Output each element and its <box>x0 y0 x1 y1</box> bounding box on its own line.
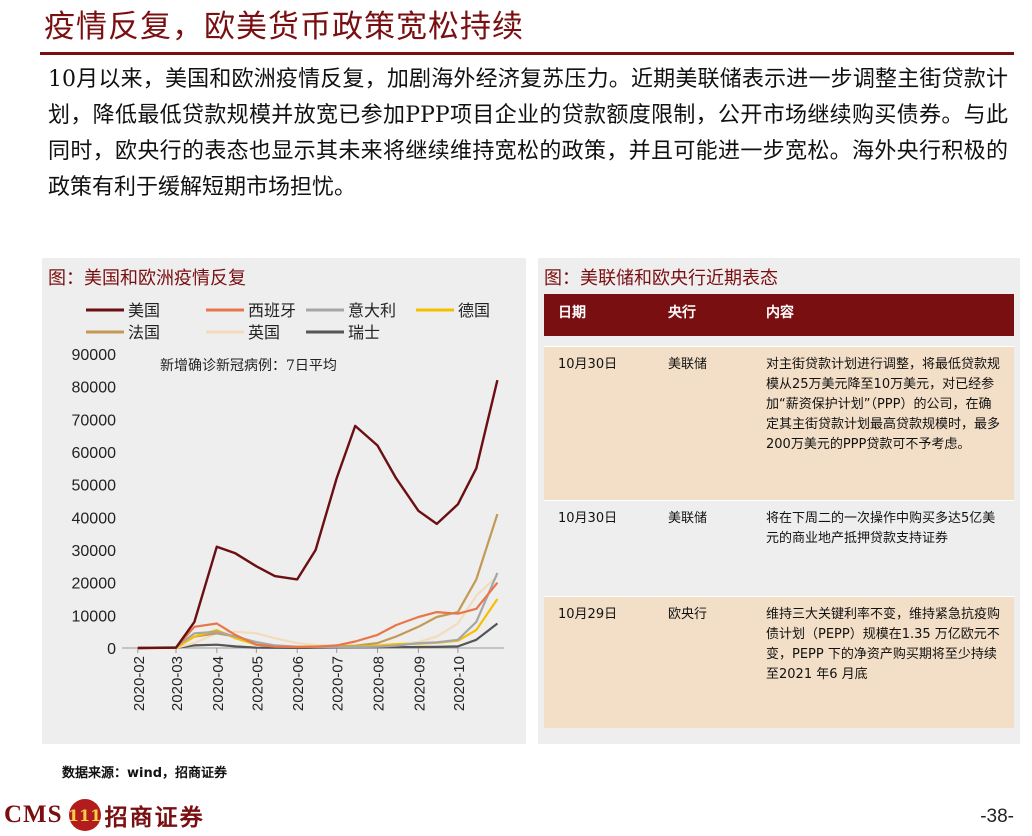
page-number: -38- <box>980 806 1014 827</box>
series-line-2 <box>137 582 499 650</box>
row-content: 对主街贷款计划进行调整，将最低贷款规模从25万美元降至10万美元，对已经参加“薪… <box>766 357 1001 452</box>
y-tick-label: 20000 <box>72 576 117 593</box>
y-tick-label: 0 <box>107 641 116 658</box>
chart-panel: 图：美国和欧洲疫情反复 美国 西班牙 意大利 德国法国 英国 瑞士 新增确诊新冠病例：7日平… <box>42 258 526 744</box>
x-tick-label: 2020-09 <box>411 656 428 711</box>
x-tick-label: 2020-08 <box>371 656 388 711</box>
x-tick-label: 2020-03 <box>169 656 186 711</box>
y-tick-label: 90000 <box>72 347 117 364</box>
y-tick-label: 40000 <box>72 510 117 527</box>
legend-label: 美国 <box>128 301 160 320</box>
row-date: 10月29日 <box>558 607 618 622</box>
table-row: 10月30日 美联储 对主街贷款计划进行调整，将最低贷款规模从25万美元降至10… <box>544 346 1014 500</box>
chart-annotation: 新增确诊新冠病例：7日平均 <box>160 358 337 374</box>
table-header: 日期 央行 内容 <box>544 294 1014 336</box>
series-line-3 <box>137 572 499 650</box>
y-tick-label: 60000 <box>72 445 117 462</box>
table-panel: 图：美联储和欧央行近期表态 日期 央行 内容 10月30日 美联储 对主街贷款计… <box>538 258 1020 744</box>
title-divider <box>40 52 1014 55</box>
row-date: 10月30日 <box>558 511 618 526</box>
body-paragraph: 10月以来，美国和欧洲疫情反复，加剧海外经济复苏压力。近期美联储表示进一步调整主… <box>48 67 1008 200</box>
x-tick-label: 2020-10 <box>451 656 468 711</box>
x-tick-label: 2020-04 <box>210 656 227 711</box>
legend-label: 法国 <box>128 323 160 342</box>
row-date: 10月30日 <box>558 357 618 372</box>
logo-company-name: 招商证券 <box>104 804 205 831</box>
central-bank-table: 日期 央行 内容 10月30日 美联储 对主街贷款计划进行调整，将最低贷款规模从… <box>544 294 1014 728</box>
header-content: 内容 <box>766 305 794 321</box>
chart-panel-title: 图：美国和欧洲疫情反复 <box>48 268 246 289</box>
row-bank: 美联储 <box>668 357 708 372</box>
page-title: 疫情反复，欧美货币政策宽松持续 <box>44 9 524 45</box>
y-tick-label: 80000 <box>72 380 117 397</box>
y-tick-label: 50000 <box>72 478 117 495</box>
row-bank: 美联储 <box>668 511 708 526</box>
x-tick-label: 2020-07 <box>330 656 347 711</box>
row-bank: 欧央行 <box>668 607 708 622</box>
legend-label: 瑞士 <box>348 323 380 342</box>
y-tick-label: 30000 <box>72 543 117 560</box>
row-content: 将在下周二的一次操作中购买多达5亿美元的商业地产抵押贷款支持证券 <box>766 511 996 546</box>
table-row: 10月30日 美联储 将在下周二的一次操作中购买多达5亿美元的商业地产抵押贷款支… <box>544 500 1014 596</box>
logo-badge-icon: 111 <box>68 799 101 831</box>
table-row: 10月29日 欧央行 维持三大关键利率不变，维持紧急抗疫购债计划（PEPP）规模… <box>544 596 1014 728</box>
legend-label: 英国 <box>248 323 280 342</box>
header-date: 日期 <box>558 305 586 321</box>
x-tick-label: 2020-02 <box>131 656 148 711</box>
header-bank: 央行 <box>668 305 696 321</box>
y-tick-label: 10000 <box>72 608 117 625</box>
series-line-1 <box>137 379 499 650</box>
logo-cms-text: CMS <box>4 801 63 828</box>
legend-label: 意大利 <box>348 301 396 320</box>
series-line-5 <box>137 513 499 650</box>
x-tick-label: 2020-06 <box>290 656 307 711</box>
legend-label: 德国 <box>458 301 490 320</box>
y-tick-label: 70000 <box>72 412 117 429</box>
table-panel-title: 图：美联储和欧央行近期表态 <box>544 268 778 289</box>
x-tick-label: 2020-05 <box>249 656 266 711</box>
brand-logo: CMS 111 招商证券 <box>4 799 205 831</box>
row-content: 维持三大关键利率不变，维持紧急抗疫购债计划（PEPP）规模在1.35 万亿欧元不… <box>766 607 1001 682</box>
data-source-note: 数据来源：wind，招商证券 <box>62 766 228 781</box>
table-gap <box>544 336 1014 346</box>
legend-label: 西班牙 <box>248 301 296 320</box>
